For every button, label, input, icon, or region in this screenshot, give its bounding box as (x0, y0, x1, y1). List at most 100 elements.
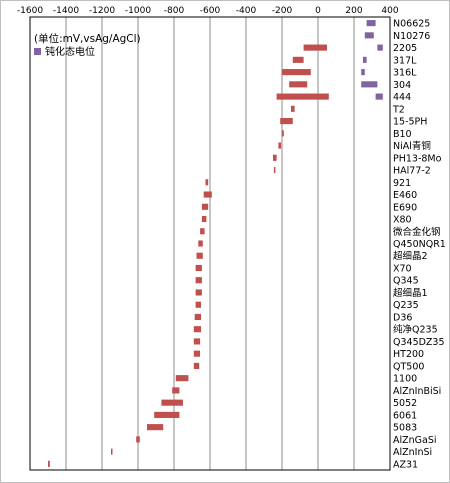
potential-range-bar (282, 130, 284, 137)
y-category-label: 5052 (393, 398, 417, 409)
potential-range-bar (172, 387, 180, 394)
y-category-label: Q450NQR1 (393, 239, 446, 250)
x-tick-label: -600 (200, 6, 221, 16)
x-tick-label: -800 (164, 6, 185, 16)
potential-range-bar (147, 424, 164, 431)
y-category-label: X70 (393, 263, 412, 274)
y-category-label: D36 (393, 312, 412, 323)
passive-potential-bar (364, 32, 374, 39)
y-category-label: N06625 (393, 19, 430, 30)
x-tick-label: -1000 (125, 6, 151, 16)
potential-range-bar (193, 362, 200, 369)
legend-label: 钝化态电位 (45, 45, 95, 58)
potential-range-bar (200, 228, 205, 235)
y-category-label: AlZnGaSi (393, 435, 437, 446)
potential-range-bar (193, 326, 201, 333)
x-tick-label: 0 (315, 6, 321, 16)
potential-range-bar (292, 56, 304, 63)
y-category-label: 317L (393, 55, 417, 66)
y-category-label: AlZnInSi (393, 447, 432, 458)
potential-range-bar (303, 44, 327, 51)
y-category-label: E460 (393, 190, 417, 201)
x-tick-label: 200 (345, 6, 362, 16)
potential-range-bar (273, 166, 276, 174)
x-axis-tick-labels: -1600 -1400 -1200 -1000 -800 -600 -400 -200 0 200… (17, 6, 399, 16)
y-category-label: 304 (393, 80, 411, 91)
y-category-label: 316L (393, 68, 417, 79)
y-category-label: AlZnInBiSi (393, 386, 441, 397)
potential-range-bar (196, 252, 203, 259)
y-category-label: AZ31 (393, 459, 418, 470)
y-category-label: Q345DZ35 (393, 337, 445, 348)
bar-series (48, 20, 383, 467)
potential-range-bar (278, 142, 282, 149)
y-category-label: X80 (393, 215, 412, 226)
x-tick-label: -1400 (53, 6, 79, 16)
y-category-label: HAl77-2 (393, 166, 431, 177)
y-category-label: 6061 (393, 410, 417, 421)
y-category-label: Q345 (393, 276, 419, 287)
y-category-label: HT200 (393, 349, 424, 360)
potential-range-bar (291, 105, 295, 112)
x-tick-label: -400 (236, 6, 257, 16)
y-category-label: T2 (392, 104, 405, 115)
y-category-label: B10 (393, 129, 412, 140)
y-category-label: E690 (393, 202, 417, 213)
potential-range-bar (154, 411, 180, 418)
potential-range-bar (198, 240, 203, 247)
y-category-label: PH13-8Mo (393, 153, 442, 164)
passive-potential-bar (363, 56, 367, 63)
potential-range-bar (48, 460, 50, 467)
y-category-label: QT500 (393, 361, 424, 372)
potential-range-bar (161, 399, 183, 406)
passive-potential-bar (361, 81, 378, 88)
x-tick-label: -1600 (17, 6, 43, 16)
potential-range-bar (193, 338, 201, 345)
potential-range-bar (193, 350, 201, 357)
y-category-label: 纯净Q235 (393, 324, 438, 336)
y-category-label: 超细晶1 (393, 287, 428, 299)
y-category-label: 921 (393, 178, 411, 189)
y-category-label: 444 (393, 92, 411, 103)
potential-range-bar (273, 154, 277, 161)
y-category-label: 15-5PH (393, 117, 427, 128)
potential-range-bar (175, 375, 189, 382)
plot-area-border (29, 16, 391, 471)
potential-range-bar (280, 118, 293, 125)
potential-range-bar (195, 301, 201, 308)
x-tick-label: -200 (272, 6, 293, 16)
y-category-label: 超细晶2 (393, 250, 428, 262)
potential-range-bar (195, 289, 202, 296)
potential-range-bar (205, 179, 209, 186)
y-category-label: NiAl青铜 (393, 140, 431, 152)
passive-potential-bar (375, 93, 383, 100)
potential-range-bar (282, 69, 311, 76)
potential-range-bar (276, 93, 329, 100)
legend-swatch (34, 48, 41, 55)
potential-range-bar (111, 448, 113, 455)
potential-range-bar (289, 81, 308, 88)
potential-range-bar (136, 436, 140, 443)
passive-potential-bar (361, 69, 365, 76)
y-category-label: N10276 (393, 31, 430, 42)
potential-range-bar (195, 264, 202, 272)
potential-range-bar (201, 203, 209, 210)
potential-range-bar (201, 215, 207, 223)
passive-potential-bar (366, 20, 376, 27)
passive-potential-bar (377, 44, 383, 51)
y-category-label: 5083 (393, 423, 417, 434)
y-category-label: 1100 (393, 374, 417, 385)
legend: 钝化态电位 (34, 45, 95, 58)
y-category-label: 2205 (393, 43, 417, 54)
x-tick-label: -1200 (89, 6, 115, 16)
y-category-label: 微合金化钢 (393, 226, 441, 238)
potential-range-bar (203, 191, 212, 198)
potential-range-bar (195, 277, 202, 284)
y-category-label: Q235 (393, 300, 419, 311)
potential-range-bar (194, 313, 201, 321)
unit-note: (单位:mV,vsAg/AgCl) (34, 32, 141, 45)
x-tick-label: 400 (381, 6, 398, 16)
